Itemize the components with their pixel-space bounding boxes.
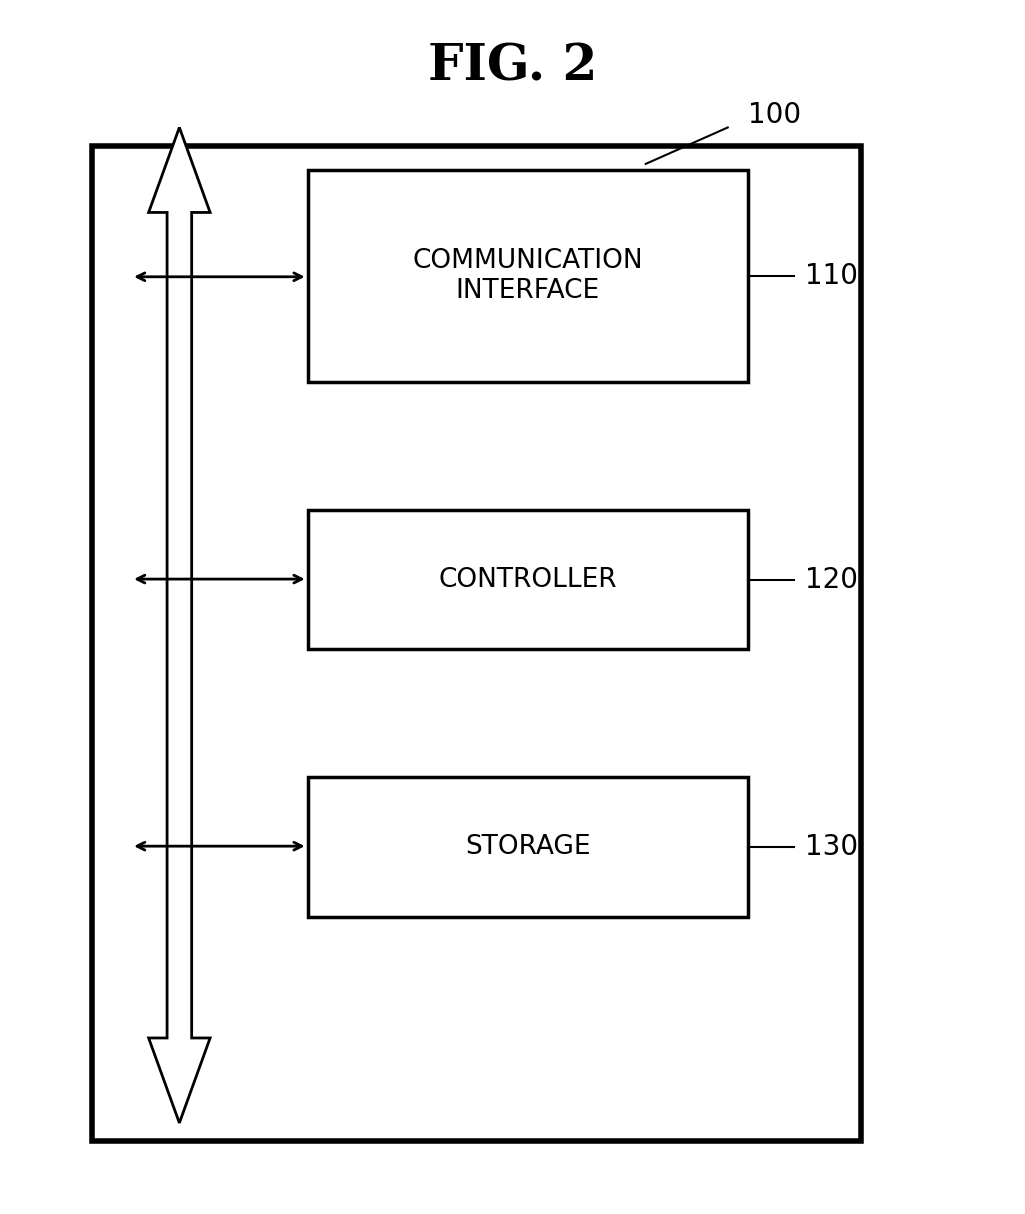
Text: 130: 130	[805, 833, 858, 861]
Text: FIG. 2: FIG. 2	[427, 42, 598, 91]
Text: COMMUNICATION
INTERFACE: COMMUNICATION INTERFACE	[412, 248, 644, 305]
Text: STORAGE: STORAGE	[465, 834, 590, 860]
Polygon shape	[149, 127, 210, 1123]
Text: 120: 120	[805, 566, 858, 594]
Bar	[308, 170, 748, 382]
Bar	[308, 510, 748, 649]
Text: 110: 110	[805, 262, 858, 290]
Text: 100: 100	[748, 101, 802, 130]
Bar	[308, 777, 748, 917]
Text: CONTROLLER: CONTROLLER	[439, 567, 617, 592]
Bar	[92, 146, 861, 1141]
